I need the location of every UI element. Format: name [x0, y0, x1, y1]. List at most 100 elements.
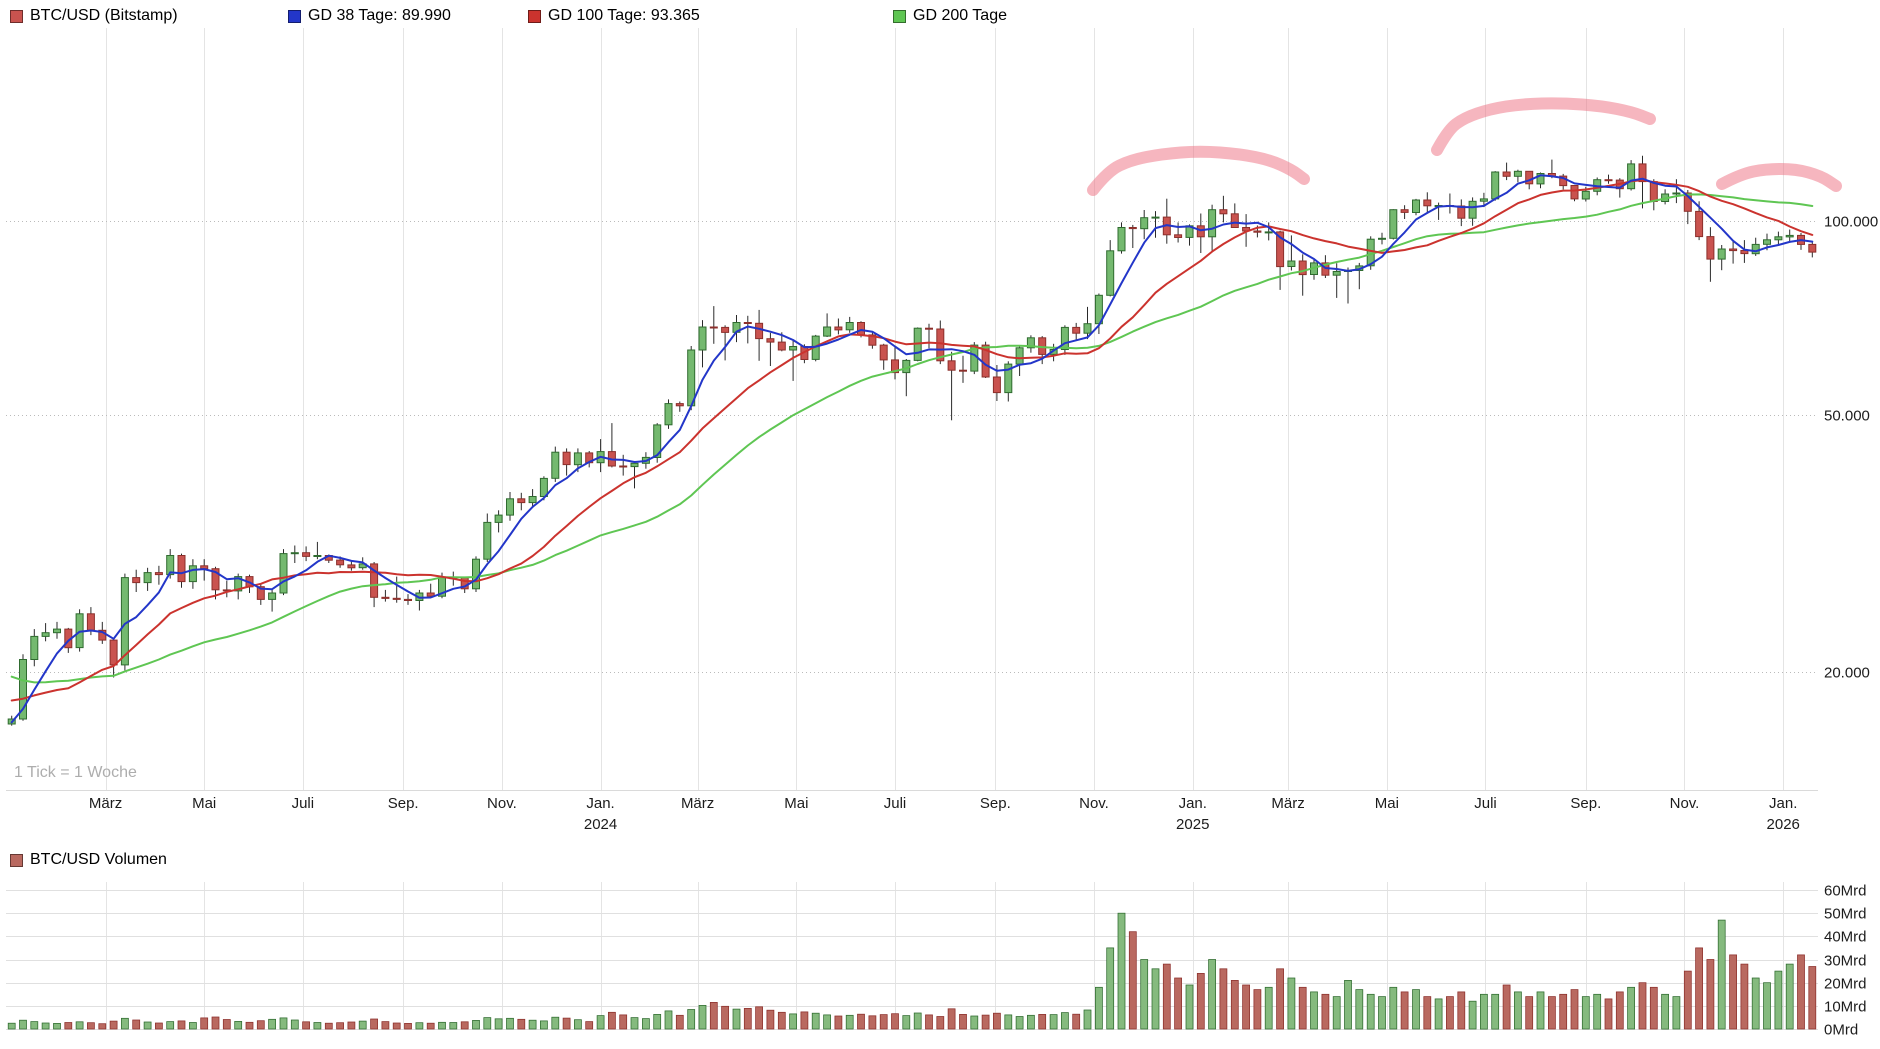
volume-bar: [1661, 993, 1669, 1030]
volume-bar: [1763, 982, 1771, 1030]
volume-bar: [324, 1022, 333, 1030]
candle-body: [857, 322, 865, 336]
volume-bar: [1570, 989, 1579, 1030]
candle-body: [370, 563, 379, 598]
volume-bar: [109, 1020, 118, 1030]
candle-body: [698, 326, 707, 351]
volume-bar: [1106, 947, 1115, 1030]
volume-bar: [1797, 954, 1805, 1030]
candle-body: [1581, 190, 1590, 200]
candle-body: [53, 628, 61, 634]
volume-bar: [347, 1021, 356, 1030]
candle-body: [1468, 200, 1477, 219]
volume-axis-label: 50Mrd: [1824, 906, 1867, 923]
volume-bar: [1740, 963, 1749, 1030]
volume-bar: [981, 1014, 990, 1030]
candle-body: [755, 322, 764, 340]
volume-bar: [936, 1016, 945, 1030]
year-label: 2025: [1176, 816, 1209, 833]
candle-body: [562, 451, 571, 466]
candle-body: [1627, 163, 1636, 190]
candle-body: [404, 598, 412, 602]
candle-body: [1298, 260, 1307, 276]
volume-bar: [506, 1017, 514, 1030]
volume-bar: [370, 1018, 378, 1030]
month-label: März: [89, 795, 122, 812]
month-label: Nov.: [487, 795, 517, 812]
volume-bar: [1536, 991, 1545, 1030]
volume-bar: [1389, 986, 1398, 1030]
volume-bar: [891, 1013, 899, 1030]
candle-body: [1502, 171, 1511, 177]
volume-bar: [211, 1016, 220, 1030]
volume-bar: [1366, 993, 1375, 1030]
candle-body: [1717, 248, 1726, 260]
volume-bar: [1457, 991, 1466, 1030]
candle-body: [1479, 198, 1488, 202]
volume-bar: [483, 1017, 492, 1030]
volume-bar: [755, 1006, 763, 1030]
volume-label: BTC/USD Volumen: [30, 851, 167, 868]
candle-body: [1638, 163, 1647, 183]
candle-body: [777, 341, 786, 351]
volume-axis-label: 40Mrd: [1824, 929, 1867, 946]
candle-body: [1763, 239, 1771, 245]
candle-body: [992, 376, 1001, 394]
volume-bar: [1061, 1012, 1069, 1030]
volume-bar: [1615, 991, 1624, 1030]
volume-bar: [1468, 1000, 1477, 1030]
month-label: März: [1271, 795, 1304, 812]
volume-bar: [1344, 980, 1352, 1030]
volume-bar: [290, 1019, 299, 1030]
volume-bar: [87, 1022, 95, 1030]
candle-body: [1106, 250, 1115, 296]
candle-body: [41, 632, 50, 637]
volume-bar: [313, 1022, 322, 1030]
volume-bar: [1151, 968, 1160, 1030]
volume-bar: [879, 1014, 888, 1030]
volume-bar: [1140, 959, 1149, 1030]
volume-bar: [426, 1022, 435, 1030]
volume-bar: [1525, 996, 1534, 1030]
volume-bar: [1729, 954, 1737, 1030]
volume-bar: [664, 1010, 673, 1030]
candle-body: [143, 572, 152, 584]
volume-bar: [1162, 963, 1171, 1030]
volume-bar: [721, 1005, 729, 1030]
volume-bar: [132, 1019, 141, 1030]
volume-bar: [868, 1015, 877, 1030]
month-label: Mai: [784, 795, 808, 812]
candle-body: [268, 592, 277, 600]
volume-bar: [1751, 977, 1760, 1030]
candle-body: [1389, 209, 1398, 239]
volume-bar: [177, 1020, 186, 1030]
volume-bar: [1412, 989, 1420, 1030]
volume-bar: [698, 1005, 707, 1030]
candle-body: [834, 326, 843, 331]
volume-bar: [449, 1022, 458, 1030]
candle-body: [381, 596, 390, 599]
volume-bar: [494, 1018, 503, 1030]
candle-body: [959, 369, 967, 372]
candle-body: [1230, 213, 1239, 229]
month-label: Mai: [192, 795, 216, 812]
candle-body: [823, 326, 832, 337]
tick-interval-note: 1 Tick = 1 Woche: [14, 764, 137, 781]
month-label: Jan.: [586, 795, 614, 812]
volume-bar: [1785, 963, 1794, 1030]
candle-body: [1525, 170, 1534, 185]
candle-body: [1060, 326, 1069, 350]
month-label: Sep.: [388, 795, 419, 812]
volume-bar: [392, 1022, 401, 1030]
gd38-label: GD 38 Tage: 89.990: [308, 7, 451, 24]
candle-body: [709, 326, 718, 329]
volume-bar: [687, 1009, 696, 1030]
month-label: Juli: [1474, 795, 1497, 812]
candle-body: [664, 403, 673, 426]
volume-bar: [1423, 996, 1432, 1030]
candle-body: [188, 565, 197, 583]
volume-bar: [811, 1012, 820, 1030]
volume-bar: [30, 1021, 39, 1030]
candle-body: [551, 451, 560, 479]
